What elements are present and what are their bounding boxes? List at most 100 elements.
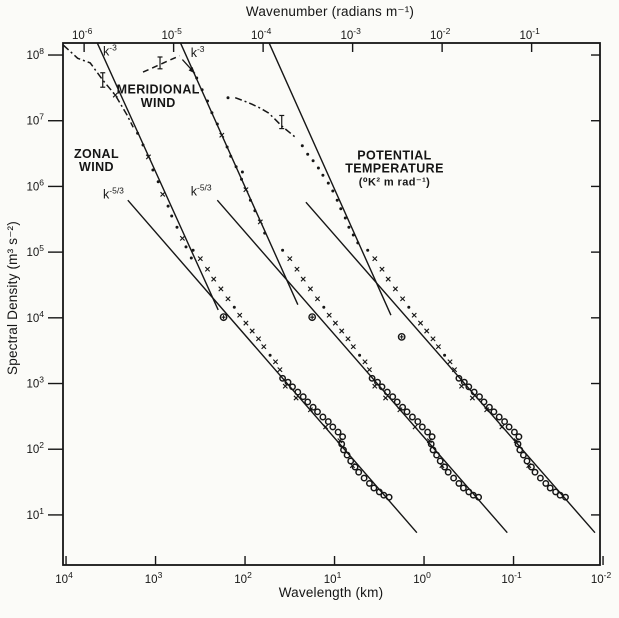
meridional-wind-dot-marker (200, 88, 204, 92)
meridional-k53-line-label: k-5/3 (191, 183, 212, 199)
potential-temperature-x-marker (417, 320, 424, 326)
zonal-wind-dot-marker (268, 353, 272, 357)
meridional-wind-dot-marker (281, 248, 285, 252)
zonal-wind-circle-marker (370, 484, 378, 492)
zonal-wind-dot-marker (151, 168, 155, 172)
potential-temperature-dot-marker (306, 152, 310, 156)
potential-temperature-circle-marker (527, 463, 535, 471)
meridional-wind-label-line: WIND (141, 96, 176, 110)
potential-temperature-x-marker (430, 336, 436, 342)
meridional-wind-dot-marker (229, 154, 233, 158)
zonal-wind-x-marker (112, 92, 118, 98)
meridional-wind-circle-marker (424, 428, 432, 436)
bottom-axis-tick-label: 104 (55, 570, 73, 586)
potential-temperature-circle-marker (470, 388, 478, 396)
zonal-wind-circle-marker (340, 446, 347, 454)
meridional-wind-circle-marker (389, 393, 397, 401)
meridional-wind-x-marker (300, 276, 306, 282)
zonal-wind-x-marker (211, 276, 217, 282)
potential-temperature-k53-line (305, 201, 596, 534)
potential-temperature-dot-marker (343, 216, 347, 220)
left-axis-tick-label: 102 (26, 440, 44, 456)
potential-temperature-x-marker (469, 395, 476, 401)
left-axis-tick-label: 104 (26, 309, 44, 325)
bottom-axis-tick-label: 103 (145, 570, 163, 586)
zonal-wind-dot-marker (156, 180, 160, 184)
potential-temperature-circle-marker (542, 479, 550, 487)
potential-temperature-dot-marker (407, 305, 411, 309)
potential-temperature-x-marker (424, 328, 430, 334)
potential-temperature-label-line: (⁰K² m rad⁻¹) (359, 177, 430, 189)
top-axis-title: Wavenumber (radians m⁻¹) (246, 4, 414, 19)
top-axis-tick-label: 10-2 (430, 26, 451, 42)
potential-temperature-dot-marker (316, 166, 320, 170)
zonal-wind-dashdot-curve (62, 44, 134, 128)
potential-temperature-circle-marker (510, 428, 518, 436)
plot-area: 10-6 10-5 10-4 10-3 10-2 10-1 104 103 102 101 100 1… (26, 26, 611, 586)
zonal-wind-circle-marker (339, 433, 347, 441)
meridional-wind-dot-marker (263, 231, 267, 235)
zonal-k3-line-stroke (96, 42, 219, 311)
potential-temperature-circle-marker (546, 484, 554, 492)
zonal-wind-label-line: WIND (79, 160, 114, 174)
potential-temperature-k53-line-stroke (305, 201, 596, 534)
meridional-wind-circle-marker (399, 403, 407, 411)
meridional-k3-line: k-3 (179, 42, 299, 305)
potential-temperature-dot-marker (339, 207, 343, 211)
zonal-wind-dot-marker (191, 248, 195, 252)
zonal-wind-circle-marker (304, 398, 312, 406)
zonal-wind-circle-marker (279, 374, 287, 382)
zonal-wind-circle-marker (360, 474, 368, 482)
zonal-wind-dot-marker (170, 214, 174, 218)
potential-temperature-x-marker (499, 424, 505, 430)
top-axis-tick-label: 10-6 (72, 26, 93, 42)
bottom-axis-tick-label: 102 (234, 570, 252, 586)
zonal-wind-dot-marker (232, 305, 236, 309)
potential-temperature-dot-marker (351, 233, 355, 237)
potential-temperature-dot-marker (331, 189, 335, 193)
meridional-wind-x-marker (307, 286, 314, 292)
potential-temperature-circle-marker (531, 468, 539, 476)
potential-temperature-circle-marker (552, 488, 560, 496)
meridional-wind-circle-marker (427, 440, 435, 448)
zonal-wind-dot-marker (175, 225, 179, 229)
zonal-wind-x-marker (261, 344, 267, 350)
potential-temperature-k3-line (268, 42, 392, 316)
bottom-axis-tick-label: 101 (324, 570, 342, 586)
potential-temperature-dot-marker (356, 241, 360, 245)
meridional-wind-circled-plus-marker (308, 313, 317, 322)
zonal-wind-circle-marker (329, 423, 337, 431)
meridional-wind-circle-marker (414, 418, 422, 426)
potential-temperature-x-marker (435, 344, 442, 350)
zonal-wind-circle-marker (319, 413, 327, 421)
top-axis-tick-label: 10-1 (519, 26, 540, 42)
potential-temperature-circled-plus-marker (397, 332, 406, 341)
left-axis-tick-label: 108 (26, 46, 44, 62)
zonal-wind-x-marker (293, 395, 299, 401)
zonal-wind-circle-marker (385, 493, 393, 501)
potential-temperature-dot-marker (366, 248, 370, 252)
meridional-wind-circle-marker (383, 388, 391, 396)
zonal-wind-x-marker (255, 336, 262, 342)
potential-temperature-circle-marker (516, 446, 524, 454)
meridional-k3-line-label: k-3 (191, 44, 205, 60)
meridional-wind-circle-marker (441, 463, 449, 471)
meridional-wind-dot-marker (322, 305, 326, 309)
potential-temperature-circle-marker (523, 457, 531, 465)
potential-temperature-circle-marker (519, 451, 527, 459)
potential-temperature-x-marker (372, 256, 378, 262)
zonal-k53-line-label: k-5/3 (103, 185, 124, 201)
meridional-wind-x-marker (382, 395, 389, 401)
zonal-wind-circle-marker (347, 457, 355, 465)
meridional-wind-x-marker (326, 312, 332, 318)
potential-temperature-circle-marker (562, 493, 569, 501)
meridional-wind-circle-marker (368, 374, 376, 382)
zonal-wind-dot-marker (166, 204, 170, 208)
potential-temperature-dot-marker (311, 159, 315, 163)
potential-temperature-x-marker (399, 296, 406, 302)
meridional-wind-dot-marker (248, 198, 252, 202)
left-axis-tick-label: 107 (26, 112, 44, 128)
series-meridional-wind (142, 54, 483, 501)
